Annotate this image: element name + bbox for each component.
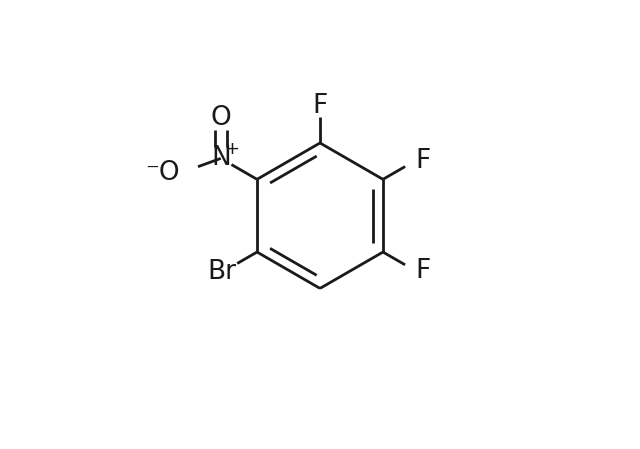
Text: F: F (415, 148, 431, 174)
Text: ⁻O: ⁻O (145, 160, 180, 186)
Text: F: F (415, 258, 431, 284)
Text: O: O (211, 105, 231, 131)
Text: +: + (224, 140, 239, 158)
Text: N: N (211, 145, 230, 172)
Text: F: F (312, 92, 328, 119)
Text: Br: Br (207, 260, 236, 285)
